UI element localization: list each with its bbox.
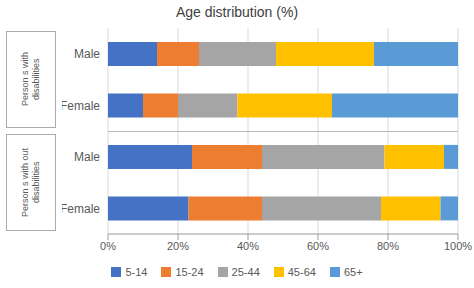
svg-text:20%: 20% — [167, 240, 189, 252]
svg-text:80%: 80% — [377, 240, 399, 252]
html-text:65+: 65+ — [343, 266, 363, 278]
svg-text:40%: 40% — [237, 240, 259, 252]
svg-text:Male: Male — [74, 150, 100, 164]
html-text:15-24: 15-24 — [175, 266, 204, 278]
html-text:Age distribution (%): Age distribution (%) — [175, 4, 299, 20]
svg-text:100%: 100% — [444, 240, 466, 252]
svg-text:60%: 60% — [307, 240, 329, 252]
svg-text:Male: Male — [74, 47, 100, 61]
svg-text:Female: Female — [62, 202, 100, 216]
svg-text:Female: Female — [62, 99, 100, 113]
html-text:5-14: 5-14 — [125, 266, 148, 278]
svg-text:0%: 0% — [100, 240, 116, 252]
html-text:Person s with disabilities: Person s with disabilities — [20, 52, 41, 107]
html-text:45-64: 45-64 — [287, 266, 316, 278]
html-text:Person s with out disabilities: Person s with out disabilities — [20, 148, 41, 217]
html-text:25-44: 25-44 — [231, 266, 260, 278]
